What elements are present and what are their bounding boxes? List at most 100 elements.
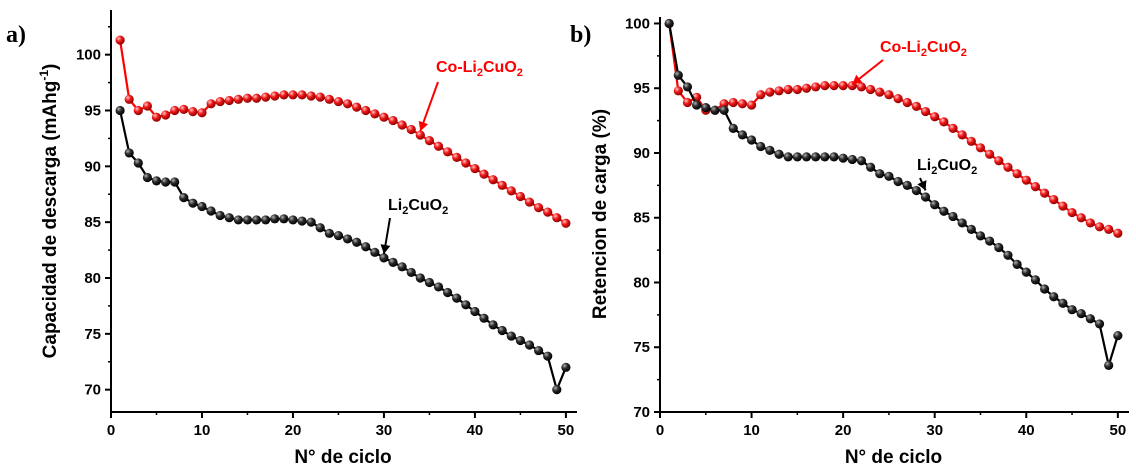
y-tick-label: 95 xyxy=(633,80,650,97)
data-point xyxy=(939,117,949,127)
data-point xyxy=(352,237,362,247)
data-point xyxy=(279,214,289,224)
data-point xyxy=(811,152,821,162)
data-point xyxy=(948,123,958,133)
data-point xyxy=(1067,207,1077,218)
data-point xyxy=(524,340,535,350)
data-point xyxy=(746,135,757,145)
y-axis-label: Capacidad de descarga (mAhg-1) xyxy=(37,64,61,359)
data-point xyxy=(406,124,416,135)
data-point xyxy=(170,105,180,116)
data-point xyxy=(728,123,738,133)
data-point xyxy=(306,91,316,101)
x-tick-label: 0 xyxy=(656,422,664,439)
data-point xyxy=(479,313,489,323)
data-point xyxy=(315,223,325,233)
data-point xyxy=(746,100,757,110)
data-point xyxy=(288,90,298,100)
data-point xyxy=(388,115,398,126)
data-point xyxy=(251,93,262,103)
data-point xyxy=(561,362,571,372)
data-point xyxy=(297,90,307,100)
data-point xyxy=(792,84,802,95)
data-point xyxy=(1039,188,1050,198)
data-point xyxy=(379,253,389,263)
annotation-label: Li2CuO2 xyxy=(388,197,448,217)
data-point xyxy=(765,87,775,97)
data-point xyxy=(370,109,380,119)
annotation-label: Co-Li2CuO2 xyxy=(436,59,523,79)
data-point xyxy=(270,214,280,224)
data-point xyxy=(470,306,480,317)
data-point xyxy=(820,81,830,91)
data-point xyxy=(847,154,857,165)
data-point xyxy=(975,143,986,153)
data-point xyxy=(261,215,271,225)
y-tick-label: 70 xyxy=(84,382,101,399)
data-point xyxy=(911,101,921,111)
data-point xyxy=(985,149,995,159)
data-point xyxy=(765,145,775,155)
data-point xyxy=(333,96,344,107)
data-point xyxy=(673,86,683,96)
panel-label: b) xyxy=(570,22,591,48)
y-tick-label: 100 xyxy=(625,15,650,32)
y-tick-label: 95 xyxy=(84,103,101,120)
data-point xyxy=(1085,314,1095,324)
data-point xyxy=(1094,319,1105,329)
data-point xyxy=(233,215,243,225)
x-tick-label: 20 xyxy=(835,422,852,439)
data-point xyxy=(966,136,976,146)
data-point xyxy=(1021,267,1031,277)
data-point xyxy=(1049,292,1059,302)
data-point xyxy=(682,82,693,92)
data-point xyxy=(370,247,380,257)
annotation-Co-Li2CuO2: Co-Li2CuO2 xyxy=(851,39,967,86)
x-tick-label: 50 xyxy=(1109,422,1126,439)
data-point xyxy=(506,186,516,196)
data-point xyxy=(893,176,903,187)
data-point xyxy=(884,90,894,100)
data-point xyxy=(948,211,958,222)
data-point xyxy=(1012,169,1022,179)
data-point xyxy=(506,331,516,341)
data-point xyxy=(829,152,839,162)
data-point xyxy=(142,101,152,111)
data-point xyxy=(975,231,986,241)
data-point xyxy=(1012,259,1022,269)
series-line xyxy=(119,110,567,394)
data-point xyxy=(893,93,903,104)
y-tick-label: 100 xyxy=(76,47,101,64)
data-point xyxy=(682,97,693,108)
x-tick-label: 40 xyxy=(467,422,484,439)
data-point xyxy=(957,130,967,140)
data-point xyxy=(488,320,498,330)
annotation-Li2CuO2: Li2CuO2 xyxy=(380,197,448,255)
data-point xyxy=(1076,213,1086,223)
data-point xyxy=(710,105,720,115)
data-point xyxy=(930,200,940,210)
data-point xyxy=(424,277,435,288)
data-point xyxy=(215,210,225,221)
data-point xyxy=(433,141,444,151)
data-point xyxy=(902,180,912,190)
data-point xyxy=(515,335,526,346)
data-point xyxy=(1039,284,1050,294)
data-point xyxy=(664,18,674,29)
data-point xyxy=(1030,182,1041,192)
data-point xyxy=(756,90,766,100)
data-point xyxy=(306,217,316,227)
data-point xyxy=(1104,360,1114,370)
data-point xyxy=(552,213,562,223)
data-point xyxy=(461,300,471,310)
data-point xyxy=(133,105,143,116)
data-point xyxy=(737,99,748,109)
annotation-Co-Li2CuO2: Co-Li2CuO2 xyxy=(418,59,523,132)
panel-label: a) xyxy=(6,22,26,48)
data-point xyxy=(488,175,498,185)
y-tick-label: 75 xyxy=(84,326,101,343)
y-tick-label: 80 xyxy=(84,270,101,287)
data-point xyxy=(188,107,198,117)
data-point xyxy=(884,171,894,181)
data-point xyxy=(151,176,162,186)
